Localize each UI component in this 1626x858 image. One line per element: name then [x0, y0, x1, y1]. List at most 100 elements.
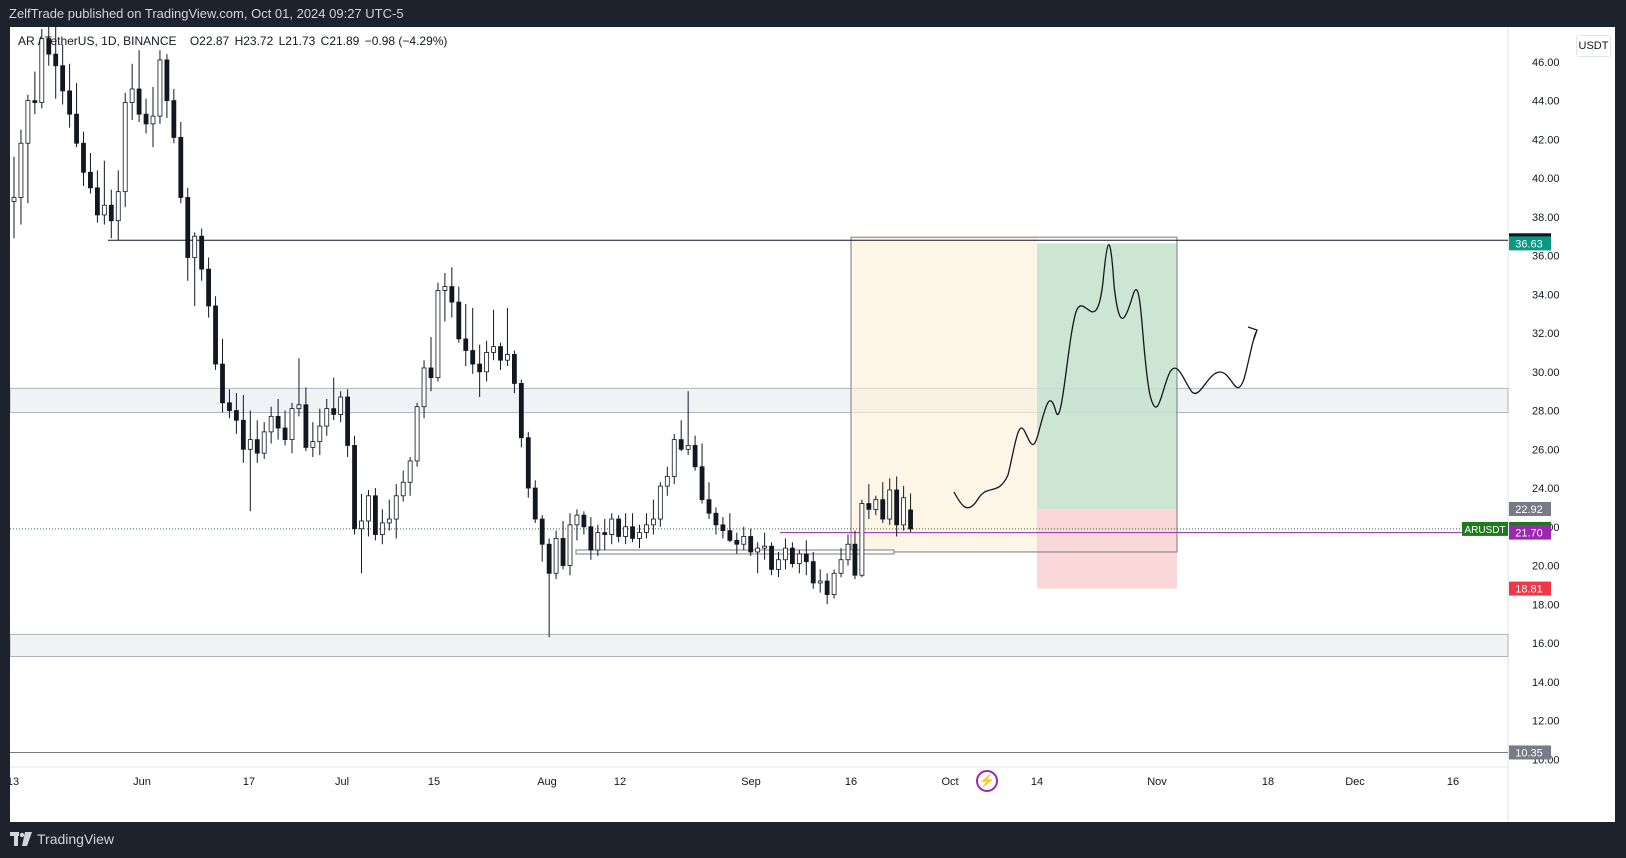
- candle-body: [407, 460, 413, 483]
- candle-body: [261, 431, 267, 454]
- candle-body: [199, 235, 205, 270]
- candle-body: [831, 572, 837, 595]
- price-badge: 21.70: [1509, 525, 1551, 540]
- y-tick-label: 24.00: [1532, 483, 1560, 495]
- candle-body: [25, 100, 31, 144]
- y-tick-label: 28.00: [1532, 406, 1560, 418]
- candle-body: [539, 518, 545, 545]
- currency-unit-button[interactable]: USDT: [1576, 35, 1611, 57]
- candle-body: [484, 352, 490, 373]
- x-tick-label: 16: [1447, 776, 1459, 788]
- candle-body: [769, 545, 774, 570]
- price-badge-bg: [1509, 236, 1551, 251]
- candle-body: [741, 536, 747, 545]
- candle-body: [11, 197, 17, 202]
- y-tick-label: 46.00: [1532, 57, 1560, 69]
- projection-path: [953, 244, 1257, 509]
- candle-body: [748, 536, 754, 553]
- candle-body: [567, 524, 573, 566]
- candle-body: [866, 503, 872, 510]
- symbol-badge-bg: [1462, 521, 1508, 536]
- y-tick-label: 40.00: [1532, 173, 1560, 185]
- x-tick-label: 15: [428, 776, 440, 788]
- candle-body: [713, 512, 719, 526]
- lightning-event-icon[interactable]: ⚡: [976, 770, 998, 792]
- x-tick-label: Sep: [741, 776, 761, 788]
- candle-body: [817, 580, 823, 584]
- x-tick-label: 18: [1262, 776, 1274, 788]
- candle-body: [609, 518, 615, 535]
- candle-body: [428, 367, 434, 379]
- candle-body: [498, 346, 503, 361]
- candle-body: [171, 100, 177, 138]
- candle-body: [908, 509, 913, 530]
- candle-body: [692, 445, 698, 468]
- x-tick-label: Dec: [1345, 776, 1365, 788]
- candle-body: [560, 538, 566, 566]
- candlestick-chart[interactable]: 10.0012.0014.0016.0018.0020.0022.0024.00…: [10, 27, 1615, 822]
- candle-body: [338, 396, 344, 415]
- y-tick-label: 20.00: [1532, 561, 1560, 573]
- high-value: H23.72: [234, 34, 274, 48]
- chart-area[interactable]: 10.0012.0014.0016.0018.0020.0022.0024.00…: [10, 27, 1615, 822]
- range-box-outline: [850, 236, 1178, 553]
- candle-body: [400, 481, 406, 497]
- candle-body: [491, 346, 496, 353]
- candle-body: [115, 191, 121, 222]
- price-badge-value: 36.63: [1515, 238, 1543, 250]
- price-badge: 10.35: [1509, 745, 1551, 760]
- candle-body: [894, 489, 900, 526]
- candle-body: [525, 437, 531, 489]
- candle-body: [623, 526, 628, 537]
- candle-body: [129, 88, 135, 103]
- close-value: C21.89: [320, 34, 360, 48]
- candle-body: [379, 522, 385, 535]
- brand[interactable]: TradingView: [10, 831, 114, 847]
- candle-body: [518, 383, 524, 439]
- candle-body: [602, 532, 608, 535]
- candle-body: [136, 88, 142, 115]
- candle-body: [268, 415, 274, 433]
- candle-body: [588, 526, 594, 551]
- candle-body: [254, 439, 260, 454]
- candle-body: [637, 532, 642, 539]
- candle-body: [880, 499, 886, 520]
- brand-name: TradingView: [37, 831, 115, 847]
- x-tick-label: Jul: [335, 776, 349, 788]
- candle-body: [671, 439, 677, 477]
- x-tick-label: 13: [10, 776, 19, 788]
- y-tick-label: 36.00: [1532, 251, 1560, 263]
- candle-body: [852, 543, 858, 576]
- x-tick-label: 17: [243, 776, 255, 788]
- support-resistance-zone: [10, 633, 1509, 657]
- symbol-title[interactable]: AR / TetherUS, 1D, BINANCE: [18, 34, 177, 48]
- candle-body: [372, 495, 378, 535]
- y-tick-label: 16.00: [1532, 638, 1560, 650]
- candle-body: [122, 102, 128, 193]
- candle-body: [359, 520, 364, 530]
- candle-body: [247, 439, 253, 450]
- y-tick-label: 26.00: [1532, 444, 1560, 456]
- candle-body: [67, 90, 72, 115]
- symbol-badge-label: ARUSDT: [1464, 525, 1505, 536]
- price-badge-value: 21.70: [1515, 528, 1543, 540]
- candle-body: [505, 353, 510, 361]
- y-tick-label: 38.00: [1532, 212, 1560, 224]
- x-tick-label: Oct: [941, 776, 958, 788]
- price-badge-bg: [1509, 525, 1551, 540]
- candle-body: [873, 499, 879, 510]
- price-badge: 18.81: [1509, 581, 1551, 596]
- candle-body: [32, 100, 38, 103]
- candle-body: [143, 113, 149, 125]
- candle-body: [644, 524, 649, 534]
- date-range-box: [851, 237, 1037, 552]
- candle-body: [435, 290, 441, 379]
- candle-body: [303, 404, 309, 448]
- candle-body: [289, 408, 295, 441]
- candle-body: [859, 503, 865, 576]
- candle-body: [108, 204, 114, 222]
- candle-body: [477, 363, 483, 373]
- candle-body: [345, 396, 351, 446]
- candle-body: [810, 561, 816, 584]
- candle-body: [74, 113, 79, 144]
